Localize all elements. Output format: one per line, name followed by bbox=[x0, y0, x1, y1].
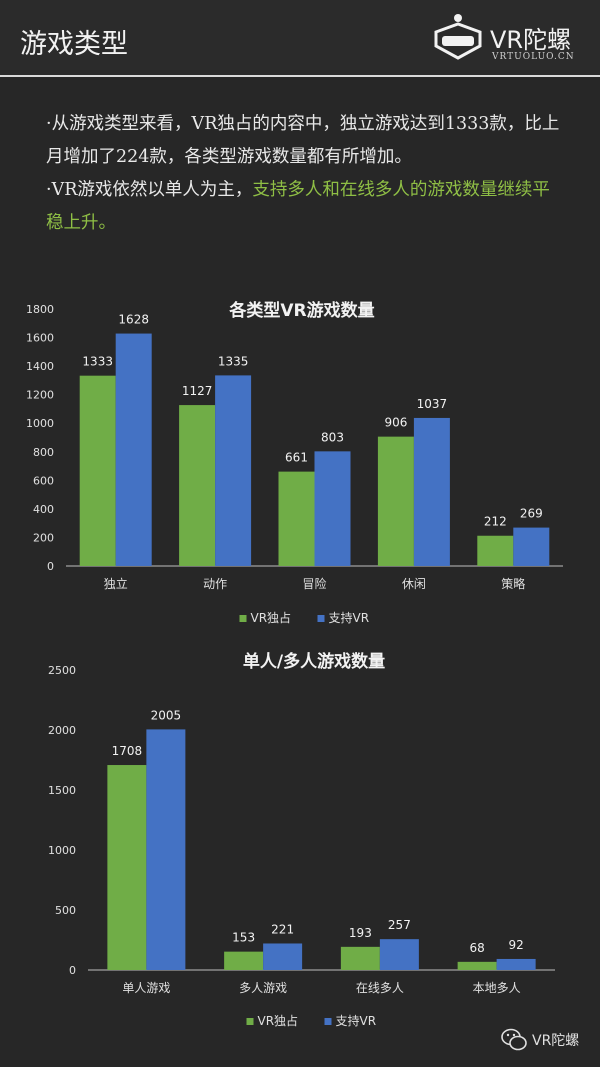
y-tick-label: 200 bbox=[33, 531, 54, 544]
x-tick-label: 动作 bbox=[203, 577, 227, 591]
header-divider bbox=[0, 75, 600, 77]
bar-vr-exclusive bbox=[224, 951, 264, 970]
bar-vr-exclusive bbox=[107, 765, 147, 970]
chart-single-multi: 单人/多人游戏数量 0 500 1000 1500 2000 2500 1708 2005 单人游… bbox=[48, 651, 555, 1028]
bar-vr-exclusive bbox=[79, 375, 116, 566]
bar-vr-exclusive bbox=[179, 405, 216, 566]
bar-vr-supported bbox=[496, 958, 536, 970]
bar-data-label: 2005 bbox=[151, 708, 182, 722]
bar-data-label: 269 bbox=[520, 507, 543, 521]
bar-vr-supported bbox=[379, 939, 419, 970]
bar-data-label: 661 bbox=[285, 451, 308, 465]
legend-label: VR独占 bbox=[258, 1013, 299, 1028]
logo-text: VR陀螺 bbox=[490, 26, 572, 54]
y-tick-label: 2500 bbox=[48, 664, 76, 677]
intro-text: ·从游戏类型来看，VR独占的内容中，独立游戏达到1333款，比上月增加了224款… bbox=[46, 108, 566, 240]
y-tick-label: 1600 bbox=[26, 332, 54, 345]
y-tick-label: 500 bbox=[55, 904, 76, 917]
bar-data-label: 803 bbox=[321, 430, 344, 444]
wechat-icon bbox=[501, 1028, 527, 1051]
bar-vr-supported bbox=[115, 333, 152, 566]
y-tick-label: 2000 bbox=[48, 724, 76, 737]
x-tick-label: 休闲 bbox=[402, 577, 426, 591]
bar-vr-exclusive bbox=[457, 961, 497, 970]
bar-data-label: 906 bbox=[384, 416, 407, 430]
y-tick-label: 0 bbox=[69, 964, 76, 977]
bar-vr-supported bbox=[314, 451, 351, 566]
y-tick-label: 1400 bbox=[26, 360, 54, 373]
y-tick-label: 800 bbox=[33, 446, 54, 459]
bar-data-label: 92 bbox=[508, 938, 523, 952]
x-tick-label: 独立 bbox=[104, 576, 128, 591]
bar-vr-supported bbox=[413, 417, 450, 566]
chart-title: 单人/多人游戏数量 bbox=[243, 651, 385, 672]
y-tick-label: 400 bbox=[33, 503, 54, 516]
x-tick-label: 本地多人 bbox=[473, 981, 521, 995]
intro-paragraph-1: ·从游戏类型来看，VR独占的内容中，独立游戏达到1333款，比上月增加了224款… bbox=[46, 114, 560, 167]
bar-vr-supported bbox=[263, 943, 303, 970]
bar-data-label: 1333 bbox=[82, 355, 113, 369]
x-tick-label: 冒险 bbox=[302, 576, 326, 591]
bar-vr-exclusive bbox=[278, 471, 315, 566]
bar-data-label: 257 bbox=[388, 918, 411, 932]
bar-vr-supported bbox=[513, 527, 550, 566]
chart-game-types: 各类型VR游戏数量 0 200 400 600 800 1000 1200 1400 1600 18… bbox=[26, 300, 563, 625]
legend-label: VR独占 bbox=[251, 610, 292, 625]
bar-data-label: 153 bbox=[232, 931, 255, 945]
y-tick-label: 1000 bbox=[48, 844, 76, 857]
x-tick-label: 策略 bbox=[501, 576, 525, 591]
intro-paragraph-2-plain: ·VR游戏依然以单人为主， bbox=[46, 180, 253, 200]
bar-data-label: 1628 bbox=[118, 313, 149, 327]
header: 游戏类型 VR陀螺 VRTUOLUO.CN bbox=[0, 0, 600, 76]
bar-vr-supported bbox=[215, 375, 252, 566]
x-tick-label: 多人游戏 bbox=[239, 981, 287, 995]
bar-data-label: 1335 bbox=[218, 354, 249, 368]
bar-data-label: 221 bbox=[271, 922, 294, 936]
y-tick-label: 600 bbox=[33, 474, 54, 487]
watermark-text: VR陀螺 bbox=[532, 1033, 580, 1049]
bar-data-label: 1127 bbox=[182, 384, 213, 398]
x-tick-label: 在线多人 bbox=[356, 981, 404, 995]
legend-label: 支持VR bbox=[329, 610, 370, 625]
bar-vr-exclusive bbox=[340, 946, 380, 970]
bar-data-label: 212 bbox=[484, 515, 507, 529]
vr-headset-icon bbox=[434, 14, 482, 60]
legend-swatch bbox=[317, 615, 325, 622]
bar-data-label: 1708 bbox=[112, 744, 143, 758]
bar-data-label: 1037 bbox=[417, 397, 448, 411]
watermark: VR陀螺 bbox=[500, 1026, 595, 1054]
logo: VR陀螺 VRTUOLUO.CN bbox=[430, 12, 590, 72]
bar-data-label: 68 bbox=[469, 941, 484, 955]
y-tick-label: 1500 bbox=[48, 784, 76, 797]
bar-vr-exclusive bbox=[377, 436, 414, 566]
bar-vr-exclusive bbox=[477, 535, 514, 566]
bar-data-label: 193 bbox=[349, 926, 372, 940]
bar-vr-supported bbox=[146, 729, 186, 970]
y-tick-label: 0 bbox=[47, 560, 54, 573]
y-tick-label: 1000 bbox=[26, 417, 54, 430]
y-tick-label: 1800 bbox=[26, 303, 54, 316]
x-tick-label: 单人游戏 bbox=[122, 981, 170, 995]
y-tick-label: 1200 bbox=[26, 389, 54, 402]
logo-subtext: VRTUOLUO.CN bbox=[492, 52, 575, 62]
legend-swatch bbox=[324, 1018, 332, 1025]
legend-swatch bbox=[239, 615, 247, 622]
intro-paragraph-2: ·VR游戏依然以单人为主，支持多人和在线多人的游戏数量继续平稳上升。 bbox=[46, 174, 566, 240]
legend-swatch bbox=[246, 1018, 254, 1025]
page-title: 游戏类型 bbox=[20, 29, 128, 60]
legend-label: 支持VR bbox=[336, 1013, 377, 1028]
intro-paragraph-2-highlight: 支持多人和在线多人的游戏数量继续平稳上升。 bbox=[46, 180, 550, 233]
chart-title: 各类型VR游戏数量 bbox=[228, 300, 374, 321]
